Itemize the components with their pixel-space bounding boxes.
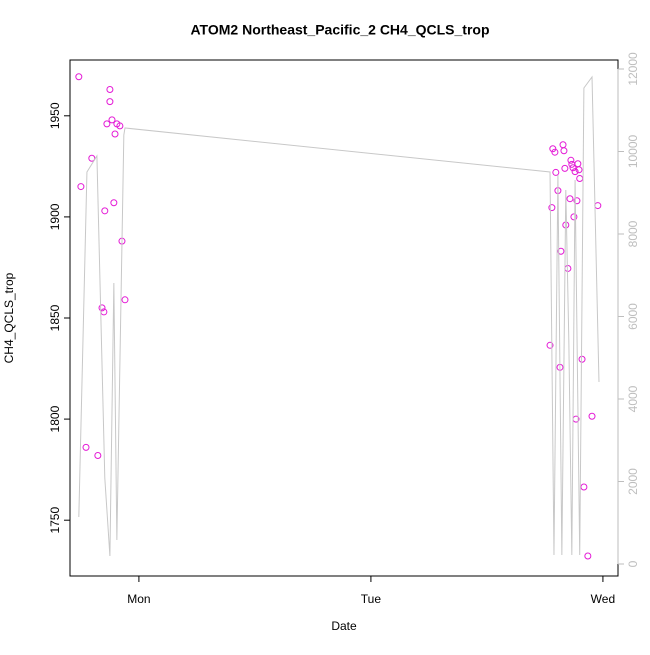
x-axis-label: Date	[331, 619, 357, 633]
y2-tick-label: 2000	[626, 468, 640, 495]
y2-tick-label: 10000	[626, 134, 640, 168]
data-point	[121, 296, 129, 304]
data-point	[560, 147, 568, 155]
data-point	[98, 304, 106, 312]
y2-tick-label: 0	[626, 560, 640, 567]
data-point	[580, 483, 588, 491]
data-point	[571, 168, 579, 176]
data-point	[557, 247, 565, 255]
data-point	[94, 451, 102, 459]
y2-tick-label: 12000	[626, 52, 640, 86]
y-axis-label: CH4_QCLS_trop	[2, 272, 16, 363]
y2-tick-label: 4000	[626, 385, 640, 412]
data-point	[588, 412, 596, 420]
data-point	[548, 204, 556, 212]
data-point	[584, 552, 592, 560]
y-tick-label: 1850	[48, 304, 62, 331]
x-tick-label: Mon	[127, 592, 150, 606]
x-tick-label: Wed	[591, 592, 615, 606]
data-point	[551, 148, 559, 156]
data-point	[110, 199, 118, 207]
chart-title: ATOM2 Northeast_Pacific_2 CH4_QCLS_trop	[190, 22, 489, 38]
data-point	[569, 164, 577, 172]
data-point	[111, 130, 119, 138]
y-tick-label: 1900	[48, 203, 62, 230]
data-point	[103, 120, 111, 128]
data-point	[82, 443, 90, 451]
data-point	[77, 183, 85, 191]
data-point	[561, 164, 569, 172]
data-point	[106, 98, 114, 106]
data-point	[546, 341, 554, 349]
data-point	[108, 116, 116, 124]
y-tick-label: 1750	[48, 507, 62, 534]
data-point	[106, 86, 114, 94]
data-point	[566, 195, 574, 203]
data-point	[549, 145, 557, 153]
data-point	[75, 73, 83, 81]
x-tick-label: Tue	[361, 592, 382, 606]
data-point	[567, 156, 575, 164]
data-point	[101, 207, 109, 215]
y2-tick-label: 6000	[626, 303, 640, 330]
data-point	[575, 166, 583, 174]
data-point	[578, 355, 586, 363]
data-point	[552, 168, 560, 176]
data-point	[88, 154, 96, 162]
data-point	[570, 213, 578, 221]
y-tick-label: 1800	[48, 405, 62, 432]
y-tick-label: 1950	[48, 102, 62, 129]
data-point	[573, 197, 581, 205]
data-point	[116, 122, 124, 130]
y2-tick-label: 8000	[626, 220, 640, 247]
